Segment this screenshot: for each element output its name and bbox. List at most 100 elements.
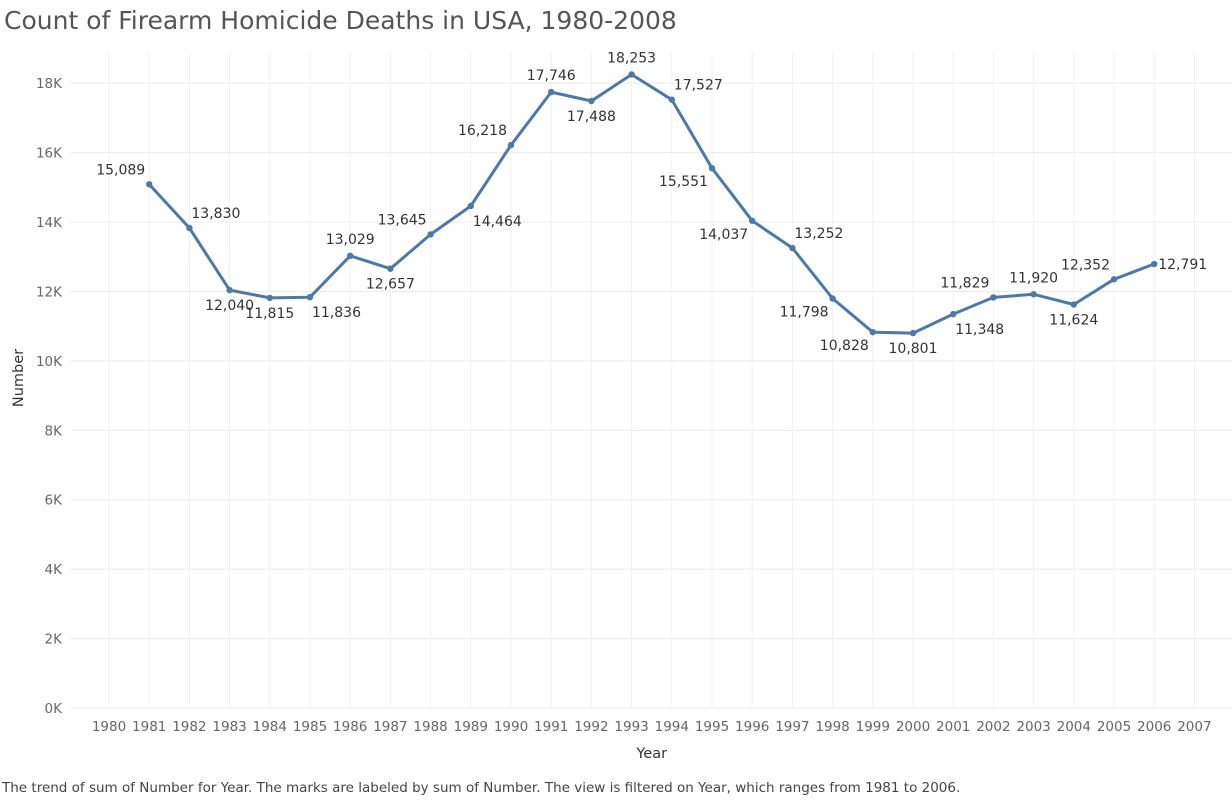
data-point[interactable] <box>1030 291 1037 298</box>
x-tick-label: 1997 <box>775 719 809 735</box>
data-point[interactable] <box>387 265 394 272</box>
y-tick-label: 8K <box>45 423 64 439</box>
data-label: 12,040 <box>205 298 254 314</box>
data-point[interactable] <box>548 88 555 96</box>
x-tick-label: 1991 <box>534 719 568 735</box>
x-tick-label: 1994 <box>655 719 689 735</box>
data-label: 12,657 <box>366 277 415 293</box>
x-axis-title: Year <box>635 746 667 762</box>
data-label: 13,645 <box>378 212 427 228</box>
x-tick-label: 1983 <box>212 719 246 735</box>
x-tick-label: 1993 <box>614 719 648 735</box>
data-point[interactable] <box>990 294 997 301</box>
y-tick-label: 10K <box>36 354 63 370</box>
x-tick-label: 1996 <box>735 719 769 735</box>
data-point[interactable] <box>1070 301 1078 308</box>
x-tick-label: 2005 <box>1097 719 1131 735</box>
y-tick-label: 16K <box>36 146 63 162</box>
y-tick-label: 2K <box>45 632 64 648</box>
data-point[interactable] <box>749 217 756 224</box>
y-tick-label: 4K <box>45 562 64 578</box>
chart-title: Count of Firearm Homicide Deaths in USA,… <box>4 6 677 35</box>
data-point[interactable] <box>146 181 153 188</box>
data-label: 18,253 <box>607 50 656 66</box>
x-tick-label: 1995 <box>695 719 729 735</box>
data-label: 15,089 <box>96 162 145 178</box>
data-point[interactable] <box>266 294 273 302</box>
y-axis: 0K 2K 4K 6K 8K 10K 12K 14K 16K 18K <box>36 76 63 717</box>
data-point[interactable] <box>708 165 716 172</box>
data-label: 11,624 <box>1049 313 1098 329</box>
y-tick-label: 0K <box>45 701 64 717</box>
series-group <box>146 71 1158 337</box>
x-tick-label: 2004 <box>1057 719 1091 735</box>
data-label: 11,836 <box>312 305 361 321</box>
data-label: 13,830 <box>191 206 240 222</box>
x-tick-label: 1999 <box>856 719 890 735</box>
x-tick-label: 2002 <box>976 719 1010 735</box>
data-label: 11,829 <box>940 275 989 291</box>
data-label: 15,551 <box>659 174 708 190</box>
data-point[interactable] <box>829 295 836 302</box>
y-axis-title: Number <box>11 349 27 407</box>
x-tick-label: 2003 <box>1016 719 1050 735</box>
data-point[interactable] <box>869 328 876 336</box>
y-tick-label: 6K <box>45 493 64 509</box>
data-point[interactable] <box>1110 276 1118 283</box>
data-point[interactable] <box>186 224 193 232</box>
y-tick-label: 14K <box>36 215 63 231</box>
data-label: 17,746 <box>527 68 576 84</box>
x-tick-label: 1989 <box>454 719 488 735</box>
x-tick-label: 1984 <box>253 719 287 735</box>
x-tick-label: 2006 <box>1137 719 1171 735</box>
data-label: 11,815 <box>245 306 294 322</box>
x-tick-label: 1986 <box>333 719 367 735</box>
data-point[interactable] <box>1151 260 1158 268</box>
data-point[interactable] <box>226 286 233 294</box>
x-axis: 1980 1981 1982 1983 1984 1985 1986 1987 1988 1989… <box>92 719 1212 735</box>
data-label: 16,218 <box>458 123 507 139</box>
data-label: 17,527 <box>674 78 723 94</box>
data-point[interactable] <box>950 310 957 318</box>
x-tick-label: 1981 <box>132 719 166 735</box>
x-tick-label: 1998 <box>815 719 849 735</box>
x-tick-label: 2007 <box>1177 719 1211 735</box>
data-point[interactable] <box>628 71 635 78</box>
data-point[interactable] <box>507 141 515 149</box>
gridlines <box>70 52 1232 709</box>
x-tick-label: 1987 <box>373 719 407 735</box>
data-label: 12,791 <box>1158 257 1207 273</box>
data-point[interactable] <box>306 293 314 301</box>
x-tick-label: 1980 <box>92 719 126 735</box>
data-label: 17,488 <box>567 109 616 125</box>
data-point[interactable] <box>789 244 796 252</box>
x-tick-label: 2000 <box>896 719 930 735</box>
data-point[interactable] <box>668 96 675 103</box>
x-tick-label: 1988 <box>413 719 447 735</box>
series-line <box>147 73 1156 335</box>
x-tick-label: 1985 <box>293 719 327 735</box>
data-point[interactable] <box>909 329 917 337</box>
y-tick-label: 18K <box>36 76 63 92</box>
data-label: 11,348 <box>955 322 1004 338</box>
data-point[interactable] <box>427 231 434 238</box>
data-label: 10,828 <box>820 338 869 354</box>
x-tick-label: 2001 <box>936 719 970 735</box>
data-label: 10,801 <box>889 341 938 357</box>
data-label: 11,798 <box>780 305 829 321</box>
data-label: 14,464 <box>473 214 522 230</box>
x-tick-label: 1990 <box>494 719 528 735</box>
data-label: 11,920 <box>1009 270 1058 286</box>
x-tick-label: 1992 <box>574 719 608 735</box>
data-point[interactable] <box>347 252 354 259</box>
data-label: 13,252 <box>794 226 843 242</box>
data-label: 12,352 <box>1061 257 1110 273</box>
data-label: 14,037 <box>699 227 748 243</box>
y-tick-label: 12K <box>36 284 63 300</box>
data-point[interactable] <box>588 97 595 105</box>
data-label: 13,029 <box>326 232 375 248</box>
data-point[interactable] <box>467 202 474 210</box>
